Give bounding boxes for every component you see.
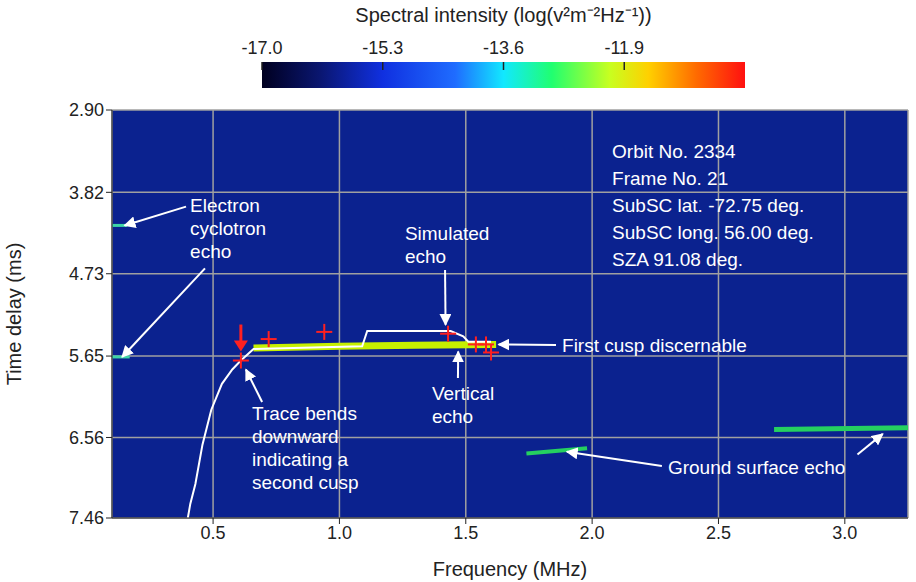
- svg-text:Spectral intensity (log(v²m⁻²H: Spectral intensity (log(v²m⁻²Hz⁻¹)): [355, 4, 651, 26]
- svg-text:-13.6: -13.6: [483, 38, 524, 58]
- svg-text:-17.0: -17.0: [241, 38, 282, 58]
- svg-text:1.5: 1.5: [453, 523, 478, 543]
- svg-text:Trace bendsdownwardindicating: Trace bendsdownwardindicating asecond cu…: [252, 403, 359, 493]
- svg-text:Frequency (MHz): Frequency (MHz): [433, 558, 587, 580]
- svg-text:2.90: 2.90: [69, 100, 104, 120]
- svg-text:7.46: 7.46: [69, 508, 104, 528]
- svg-text:5.65: 5.65: [69, 346, 104, 366]
- svg-text:Orbit No. 2334Frame No. 21SubS: Orbit No. 2334Frame No. 21SubSC lat. -72…: [612, 141, 814, 270]
- svg-text:3.82: 3.82: [69, 183, 104, 203]
- svg-text:0.5: 0.5: [201, 523, 226, 543]
- svg-text:Simulatedecho: Simulatedecho: [405, 223, 490, 267]
- svg-text:1.0: 1.0: [327, 523, 352, 543]
- svg-text:-11.9: -11.9: [604, 38, 644, 58]
- svg-text:2.0: 2.0: [580, 523, 605, 543]
- svg-text:6.56: 6.56: [69, 428, 104, 448]
- svg-text:Ground surface echo: Ground surface echo: [668, 457, 845, 478]
- svg-text:First cusp discernable: First cusp discernable: [562, 335, 747, 356]
- svg-text:Time delay (ms): Time delay (ms): [3, 243, 25, 386]
- svg-text:2.5: 2.5: [706, 523, 731, 543]
- svg-text:Verticalecho: Verticalecho: [432, 383, 494, 427]
- svg-text:-15.3: -15.3: [362, 38, 403, 58]
- svg-text:Electroncyclotronecho: Electroncyclotronecho: [190, 195, 266, 262]
- svg-text:3.0: 3.0: [832, 523, 857, 543]
- svg-text:4.73: 4.73: [69, 264, 104, 284]
